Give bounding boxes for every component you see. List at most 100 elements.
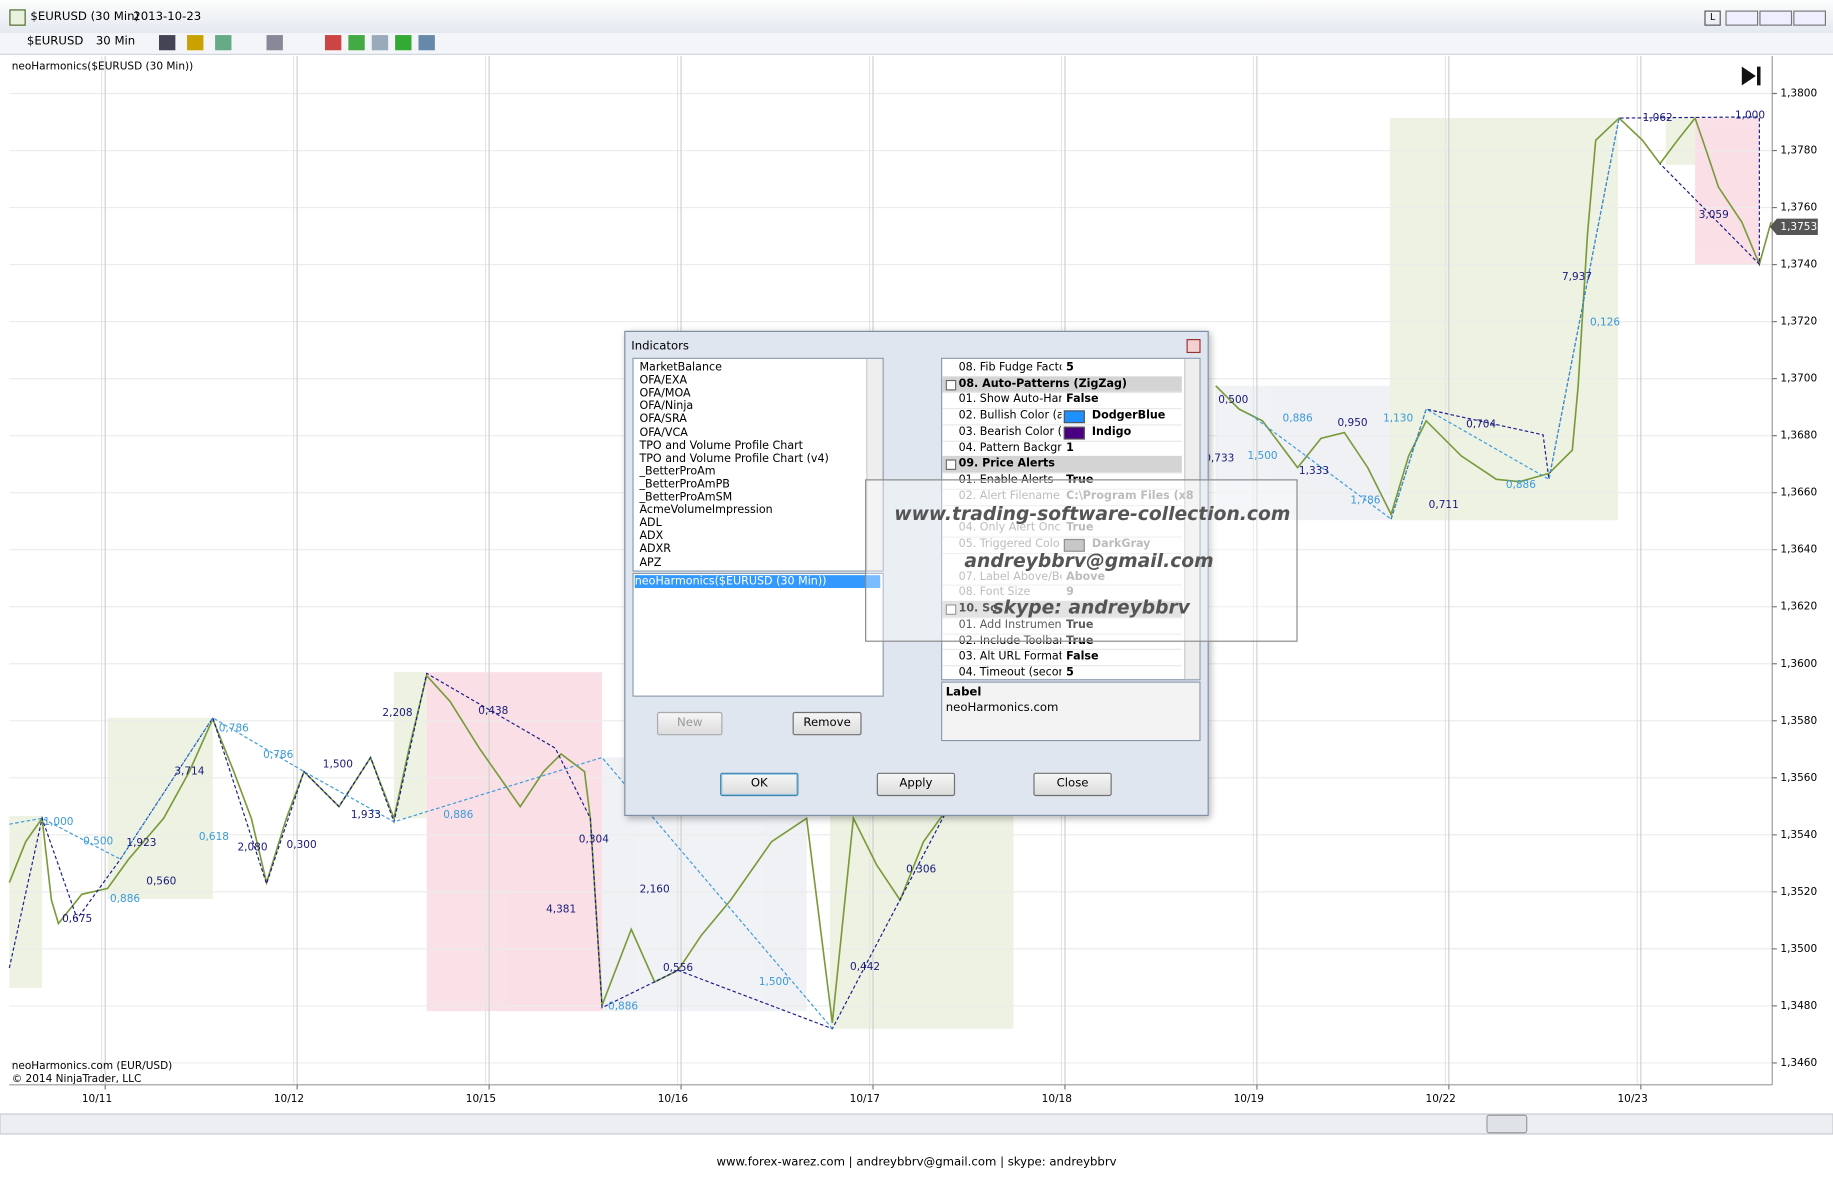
pattern-ratio: 0,950	[1337, 417, 1367, 429]
remove-button[interactable]: Remove	[792, 711, 862, 736]
applied-list: neoHarmonics($EURUSD (30 Min))	[632, 572, 884, 697]
indicators-icon[interactable]	[324, 35, 342, 51]
grid-scrollbar[interactable]	[1184, 358, 1200, 680]
description-title: Label	[945, 686, 982, 700]
x-tick-label: 10/19	[1234, 1093, 1264, 1105]
interval-selector[interactable]: 30 Min	[95, 35, 136, 48]
property-row: 08. Fib Fudge Factor 5	[942, 360, 1182, 378]
property-name: 01. Add Instrument N	[958, 618, 1062, 632]
property-value[interactable]: C:\Program Files (x8	[1066, 489, 1194, 503]
indicator-item[interactable]: OFA/SRA	[639, 413, 687, 426]
x-tick-label: 10/12	[274, 1093, 304, 1105]
property-value[interactable]: True	[1066, 618, 1094, 632]
indicator-item[interactable]: _BetterProAmSM	[639, 490, 733, 504]
properties-icon[interactable]	[418, 35, 435, 51]
indicator-item[interactable]: AcmeVolumeImpression	[639, 503, 773, 517]
close-button[interactable]	[1793, 10, 1826, 26]
snap-icon[interactable]	[215, 35, 232, 51]
indicator-item[interactable]: OFA/MOA	[639, 387, 691, 401]
property-value[interactable]: False	[1066, 393, 1099, 407]
pattern-ratio: 0,126	[1590, 317, 1620, 329]
y-tick-label: 1,3640	[1780, 544, 1817, 556]
y-tick-label: 1,3600	[1780, 658, 1817, 670]
y-tick-label: 1,3560	[1780, 772, 1817, 784]
property-value[interactable]: False	[1066, 650, 1099, 664]
property-name: 08. Font Size	[958, 586, 1031, 599]
color-swatch	[1063, 539, 1085, 552]
indicator-item[interactable]: OFA/EXA	[639, 374, 688, 388]
pattern-ratio: 0,786	[263, 749, 293, 761]
pattern-ratio: 0,300	[287, 839, 317, 851]
indicator-item[interactable]: _BetterProAmPB	[639, 477, 730, 491]
link-button[interactable]: L	[1704, 10, 1721, 26]
draw-tool-icon[interactable]	[187, 35, 204, 51]
applied-item[interactable]: neoHarmonics($EURUSD (30 Min))	[634, 575, 881, 589]
y-tick-label: 1,3480	[1780, 1000, 1817, 1012]
pattern-ratio: 0,733	[1204, 452, 1234, 464]
order-icon[interactable]	[395, 35, 412, 51]
property-value[interactable]: DarkGray	[1091, 537, 1151, 551]
indicator-item[interactable]: ADX	[639, 529, 664, 543]
property-value[interactable]: 5	[1066, 666, 1074, 680]
y-tick-label: 1,3700	[1780, 373, 1817, 385]
pattern-ratio: 3,714	[174, 766, 204, 778]
property-row: 02. Alert Filename C:\Program Files (x8	[942, 489, 1194, 506]
property-value[interactable]: 1	[1066, 441, 1074, 455]
pattern-ratio: 2,080	[237, 842, 267, 854]
property-value[interactable]: 9	[1066, 586, 1074, 599]
indicator-item[interactable]: MarketBalance	[639, 361, 722, 375]
category-name: 08. Auto-Patterns (ZigZag)	[958, 377, 1127, 391]
property-value[interactable]: DodgerBlue	[1091, 409, 1166, 423]
property-name: 08. Fib Fudge Factor	[958, 361, 1062, 375]
pattern-ratio: 7,937	[1562, 271, 1592, 283]
bar-type-icon[interactable]	[158, 35, 176, 51]
new-button[interactable]: New	[656, 711, 723, 736]
scroll-end-icon[interactable]	[1741, 66, 1756, 86]
zigzag	[8, 672, 946, 1030]
property-value[interactable]: True	[1066, 521, 1094, 535]
strategies-icon[interactable]	[348, 35, 365, 51]
indicator-item[interactable]: TPO and Volume Profile Chart (v4)	[639, 452, 829, 465]
indicator-item[interactable]: APZ	[639, 555, 662, 569]
x-tick-label: 10/22	[1426, 1093, 1456, 1105]
apply-button[interactable]: Apply	[876, 772, 956, 797]
indicator-item[interactable]: ADL	[639, 516, 662, 530]
instrument-selector[interactable]: $EURUSD	[26, 35, 84, 48]
horizontal-scrollbar[interactable]	[0, 1113, 1833, 1135]
property-row: 07. Label Above/Be Above	[942, 569, 1182, 587]
scroll-thumb[interactable]	[1486, 1114, 1528, 1134]
pattern-labels: 1,000 0,500 0,675 0,886 1,923 0,560 3,714 0,786…	[43, 110, 1765, 1013]
data-box-icon[interactable]	[371, 35, 389, 51]
current-price: 1,3753	[1780, 221, 1817, 233]
property-row: 03. Bearish Color (au Indigo	[942, 424, 1182, 442]
pattern-ratio: 1,000	[1735, 110, 1765, 122]
pattern-ratio: 0,786	[219, 722, 249, 734]
leg	[9, 716, 833, 1030]
y-tick-label: 1,3460	[1780, 1057, 1817, 1069]
pattern-ratio: 3,059	[1699, 209, 1729, 221]
bull-zone	[9, 815, 43, 988]
ok-button[interactable]: OK	[720, 772, 799, 797]
scroll-end-icon[interactable]	[1757, 66, 1761, 86]
property-value[interactable]: Above	[1066, 570, 1106, 583]
footer-text: www.forex-warez.com | andreybbrv@gmail.c…	[716, 1154, 1116, 1168]
minimize-button[interactable]	[1725, 10, 1759, 26]
cursor-icon[interactable]	[266, 35, 283, 51]
property-name: 01. Show Auto-Harm	[958, 393, 1062, 407]
indicator-item[interactable]: OFA/Ninja	[639, 400, 694, 414]
indicator-item[interactable]: _BetterProAm	[639, 465, 716, 478]
dialog-close-x[interactable]	[1186, 339, 1201, 354]
price-path	[8, 673, 946, 1023]
close-button[interactable]: Close	[1033, 772, 1112, 797]
pattern-ratio: 0,886	[443, 809, 473, 821]
indicator-item[interactable]: OFA/VCA	[639, 426, 688, 439]
list-scrollbar[interactable]	[866, 358, 883, 571]
property-value[interactable]: 5	[1066, 361, 1074, 375]
indicator-item[interactable]: TPO and Volume Profile Chart	[639, 439, 804, 452]
pattern-ratio: 1,500	[759, 976, 789, 988]
property-value[interactable]: Indigo	[1091, 425, 1132, 439]
property-name: 03. Alt URL Format?	[958, 650, 1062, 664]
indicator-item[interactable]: ADXR	[639, 542, 671, 556]
maximize-button[interactable]	[1759, 10, 1793, 26]
